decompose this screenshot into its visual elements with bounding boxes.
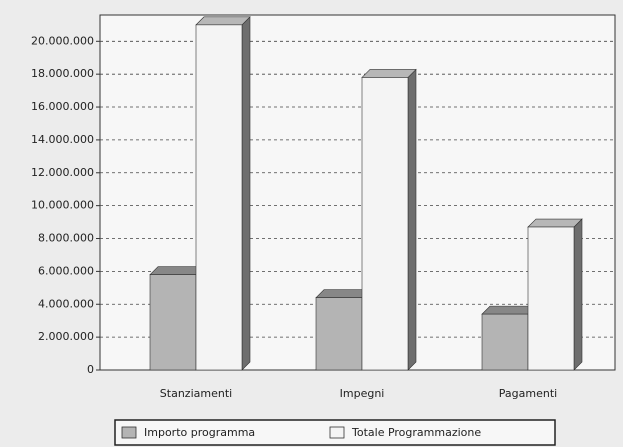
legend-label: Importo programma bbox=[144, 426, 255, 439]
bar bbox=[527, 218, 583, 371]
legend-swatch bbox=[121, 426, 137, 439]
y-tick-label: 12.000.000 bbox=[31, 166, 94, 179]
y-tick-label: 2.000.000 bbox=[38, 330, 94, 343]
y-tick-label: 6.000.000 bbox=[38, 264, 94, 277]
legend-swatch bbox=[329, 426, 345, 439]
y-tick-label: 8.000.000 bbox=[38, 232, 94, 245]
bar-side bbox=[241, 16, 251, 371]
y-tick-label: 4.000.000 bbox=[38, 297, 94, 310]
y-tick-label: 0 bbox=[87, 363, 94, 376]
bar-side bbox=[407, 68, 417, 371]
y-tick-label: 10.000.000 bbox=[31, 199, 94, 212]
legend-label: Totale Programmazione bbox=[351, 426, 481, 439]
x-tick-label: Pagamenti bbox=[499, 387, 557, 400]
labels: 0 2.000.000 4.000.000 6.000.000 8.000.000 10.… bbox=[31, 34, 557, 400]
bar-top bbox=[527, 218, 583, 228]
x-tick-label: Impegni bbox=[340, 387, 385, 400]
bar-front bbox=[527, 226, 575, 371]
legend: Importo programma Totale Programmazione bbox=[121, 426, 481, 439]
bar-front bbox=[315, 297, 363, 371]
bar-side bbox=[573, 218, 583, 371]
y-tick-label: 20.000.000 bbox=[31, 34, 94, 47]
y-tick-label: 14.000.000 bbox=[31, 133, 94, 146]
bar bbox=[195, 16, 251, 371]
y-tick-label: 16.000.000 bbox=[31, 100, 94, 113]
bar-front bbox=[149, 274, 197, 371]
bar-front bbox=[195, 24, 243, 371]
bars bbox=[149, 16, 583, 371]
bar-front bbox=[361, 77, 409, 371]
y-tick-label: 18.000.000 bbox=[31, 67, 94, 80]
bar-top bbox=[361, 69, 417, 78]
bar bbox=[361, 68, 417, 371]
bar-front bbox=[481, 313, 529, 371]
bar-top bbox=[195, 16, 251, 26]
x-tick-label: Stanziamenti bbox=[160, 387, 232, 400]
